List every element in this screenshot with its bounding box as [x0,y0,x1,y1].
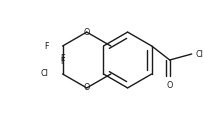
Text: O: O [83,83,90,92]
Text: F: F [44,42,49,51]
Text: Cl: Cl [40,69,48,78]
Text: Cl: Cl [195,49,203,59]
Text: O: O [166,81,172,90]
Text: F: F [60,53,64,63]
Text: F: F [60,57,64,67]
Text: O: O [83,28,90,37]
